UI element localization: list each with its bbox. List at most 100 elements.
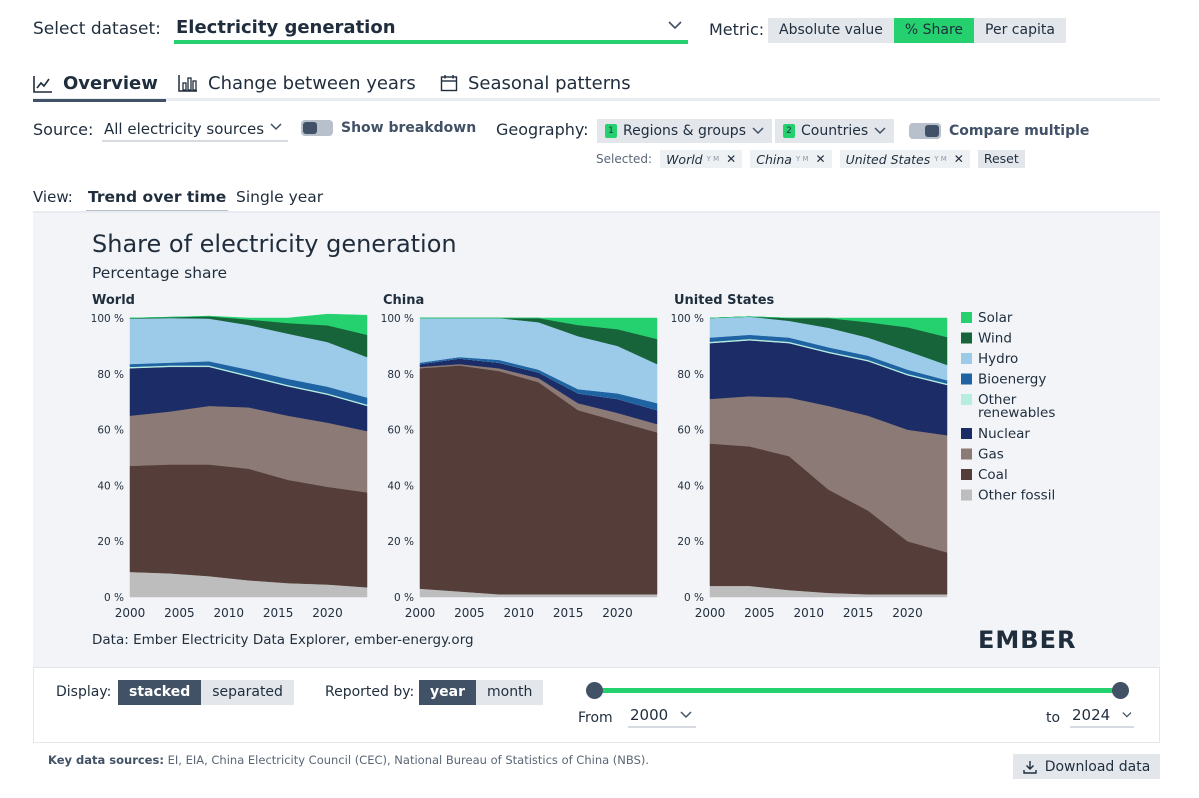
regions-groups-dropdown[interactable]: 1 Regions & groups xyxy=(597,119,772,143)
x-tick-label: 2005 xyxy=(744,606,775,620)
chevron-down-icon xyxy=(668,21,682,30)
panel-title-china: China xyxy=(383,293,424,308)
area-united-states-solar xyxy=(709,316,948,338)
metric-per-capita-button[interactable]: Per capita xyxy=(974,18,1066,43)
tab-overview-label: Overview xyxy=(63,73,158,94)
legend-swatch-gas xyxy=(961,448,972,460)
close-icon[interactable]: ✕ xyxy=(953,152,964,166)
legend-label-bioenergy: Bioenergy xyxy=(978,372,1046,388)
key-sources-label: Key data sources: xyxy=(48,753,164,767)
legend-swatch-wind xyxy=(961,332,972,344)
y-tick-label: 100 % xyxy=(381,313,414,325)
close-icon[interactable]: ✕ xyxy=(726,152,737,166)
year-range-slider[interactable] xyxy=(594,688,1120,693)
from-year-select[interactable]: 2000 xyxy=(628,704,696,728)
y-tick-label: 100 % xyxy=(91,313,124,325)
tab-seasonal-patterns[interactable]: Seasonal patterns xyxy=(440,68,631,98)
tab-change-label: Change between years xyxy=(208,72,416,94)
compare-multiple-toggle[interactable]: Compare multiple xyxy=(909,123,1089,139)
slider-handle-end[interactable] xyxy=(1112,682,1129,699)
compare-multiple-label: Compare multiple xyxy=(949,123,1090,139)
y-tick-label: 20 % xyxy=(97,536,124,548)
selected-chip-united-states[interactable]: United States Y M ✕ xyxy=(839,150,970,168)
from-label: From xyxy=(578,710,613,726)
key-data-sources: Key data sources: EI, EIA, China Electri… xyxy=(48,753,649,767)
y-tick-label: 20 % xyxy=(677,536,704,548)
toggle-switch[interactable] xyxy=(301,120,333,136)
panel-title-world: World xyxy=(92,293,135,308)
selected-chip-china[interactable]: China Y M ✕ xyxy=(750,150,832,168)
display-separated-button[interactable]: separated xyxy=(201,680,294,705)
legend-swatch-hydro xyxy=(961,353,972,364)
y-tick-label: 40 % xyxy=(677,480,704,492)
x-tick-label: 2015 xyxy=(843,606,874,620)
source-value: All electricity sources xyxy=(104,120,265,138)
x-tick-label: 2015 xyxy=(263,606,294,620)
tab-overview[interactable]: Overview xyxy=(33,68,166,102)
to-label: to xyxy=(1046,710,1061,726)
key-sources-text: EI, EIA, China Electricity Council (CEC)… xyxy=(167,753,650,767)
from-year-value: 2000 xyxy=(630,706,669,724)
geography-label: Geography: xyxy=(496,120,589,139)
regions-label: Regions & groups xyxy=(623,123,746,139)
stacked-area-charts: World 100 % 80 % 60 % 40 % 20 % 0 % 2000 2005 201… xyxy=(91,293,1056,620)
reported-month-button[interactable]: month xyxy=(475,680,544,705)
chart-subtitle: Percentage share xyxy=(92,264,228,282)
y-tick-label: 40 % xyxy=(97,480,124,492)
y-tick-label: 0 % xyxy=(104,592,124,604)
slider-handle-start[interactable] xyxy=(586,682,603,699)
dataset-label: Select dataset: xyxy=(33,19,161,39)
display-toggle: stacked separated xyxy=(118,680,294,705)
show-breakdown-toggle[interactable]: Show breakdown xyxy=(301,120,476,136)
metric-toggle: Absolute value % Share Per capita xyxy=(768,18,1066,43)
to-year-value: 2024 xyxy=(1072,706,1111,724)
selected-chip-world[interactable]: World Y M ✕ xyxy=(660,150,743,168)
metric-absolute-button[interactable]: Absolute value xyxy=(768,18,894,43)
legend-swatch-nuclear xyxy=(961,428,972,439)
x-tick-label: 2000 xyxy=(695,606,726,620)
reported-by-toggle: year month xyxy=(419,680,544,705)
source-select[interactable]: All electricity sources xyxy=(102,116,288,142)
y-tick-label: 60 % xyxy=(677,425,704,437)
dataset-select[interactable]: Electricity generation xyxy=(174,14,688,44)
reset-button[interactable]: Reset xyxy=(977,150,1025,168)
ember-logo: EMBER xyxy=(978,626,1078,656)
toggle-switch[interactable] xyxy=(909,123,941,139)
reported-year-button[interactable]: year xyxy=(419,680,476,705)
x-tick-label: 2020 xyxy=(892,606,923,620)
display-stacked-button[interactable]: stacked xyxy=(118,680,202,705)
chevron-down-icon xyxy=(874,127,886,135)
to-year-select[interactable]: 2024 xyxy=(1070,704,1134,728)
y-tick-label: 80 % xyxy=(677,369,704,381)
legend-swatch-coal xyxy=(961,469,972,480)
y-tick-label: 40 % xyxy=(387,480,414,492)
y-tick-label: 60 % xyxy=(387,425,414,437)
x-tick-label: 2010 xyxy=(503,606,534,620)
close-icon[interactable]: ✕ xyxy=(815,152,826,166)
regions-count-badge: 1 xyxy=(605,124,617,138)
source-label: Source: xyxy=(33,120,94,139)
chevron-down-icon xyxy=(680,711,692,719)
show-breakdown-label: Show breakdown xyxy=(341,120,477,136)
legend-label-solar: Solar xyxy=(978,310,1013,326)
display-label: Display: xyxy=(56,684,112,700)
y-tick-label: 80 % xyxy=(387,369,414,381)
tab-change-between-years[interactable]: Change between years xyxy=(178,68,416,98)
x-tick-label: 2020 xyxy=(312,606,343,620)
legend-swatch-solar xyxy=(961,312,972,323)
tab-seasonal-label: Seasonal patterns xyxy=(468,72,631,94)
view-single-year[interactable]: Single year xyxy=(236,188,324,206)
y-tick-label: 80 % xyxy=(97,369,124,381)
selected-geographies: Selected: World Y M ✕ China Y M ✕ United Sta… xyxy=(596,150,1025,168)
chevron-down-icon xyxy=(1122,712,1132,718)
download-data-button[interactable]: Download data xyxy=(1013,754,1160,779)
metric-label: Metric: xyxy=(709,20,765,39)
view-label: View: xyxy=(33,188,73,206)
legend-label-hydro: Hydro xyxy=(978,351,1018,367)
reported-by-label: Reported by: xyxy=(325,684,415,700)
countries-dropdown[interactable]: 2 Countries xyxy=(775,119,895,143)
metric-share-button[interactable]: % Share xyxy=(893,18,975,43)
countries-count-badge: 2 xyxy=(783,124,795,138)
y-tick-label: 20 % xyxy=(387,536,414,548)
x-tick-label: 2000 xyxy=(405,606,436,620)
